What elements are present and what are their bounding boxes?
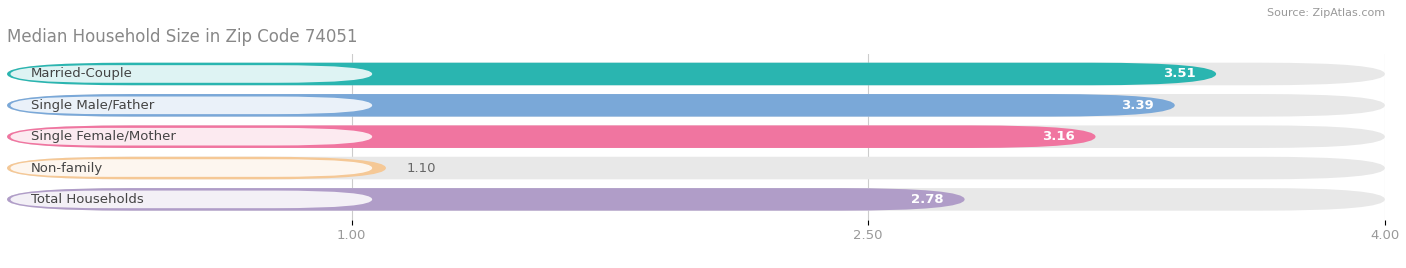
FancyBboxPatch shape <box>7 63 1216 85</box>
FancyBboxPatch shape <box>10 191 373 208</box>
Text: Single Male/Father: Single Male/Father <box>31 99 155 112</box>
Text: Single Female/Mother: Single Female/Mother <box>31 130 176 143</box>
FancyBboxPatch shape <box>7 125 1385 148</box>
Text: Source: ZipAtlas.com: Source: ZipAtlas.com <box>1267 8 1385 18</box>
FancyBboxPatch shape <box>7 94 1175 117</box>
Text: 3.51: 3.51 <box>1163 68 1195 80</box>
FancyBboxPatch shape <box>10 159 373 177</box>
FancyBboxPatch shape <box>7 188 965 211</box>
FancyBboxPatch shape <box>10 65 373 83</box>
Text: Non-family: Non-family <box>31 162 104 174</box>
Text: 2.78: 2.78 <box>911 193 943 206</box>
Text: 3.16: 3.16 <box>1042 130 1076 143</box>
Text: 1.10: 1.10 <box>406 162 436 174</box>
Text: 3.39: 3.39 <box>1122 99 1154 112</box>
FancyBboxPatch shape <box>10 128 373 146</box>
FancyBboxPatch shape <box>7 188 1385 211</box>
FancyBboxPatch shape <box>7 157 387 179</box>
FancyBboxPatch shape <box>10 96 373 114</box>
Text: Married-Couple: Married-Couple <box>31 68 134 80</box>
FancyBboxPatch shape <box>7 63 1385 85</box>
FancyBboxPatch shape <box>7 125 1095 148</box>
FancyBboxPatch shape <box>7 94 1385 117</box>
Text: Median Household Size in Zip Code 74051: Median Household Size in Zip Code 74051 <box>7 28 357 46</box>
FancyBboxPatch shape <box>7 157 1385 179</box>
Text: Total Households: Total Households <box>31 193 143 206</box>
